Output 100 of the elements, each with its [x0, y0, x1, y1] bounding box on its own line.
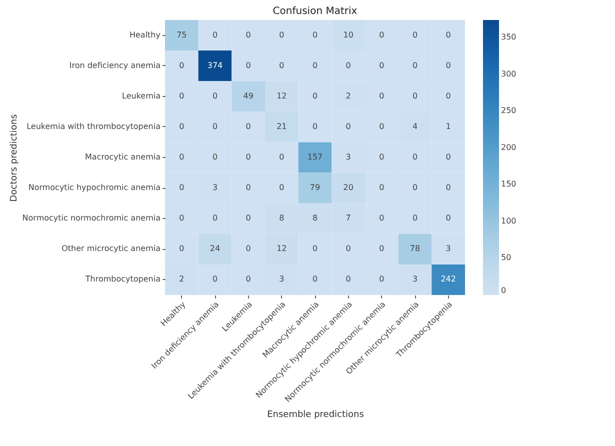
- data-label: 78: [410, 244, 420, 254]
- data-label: 0: [312, 60, 318, 70]
- y-tick-label: Healthy: [129, 30, 161, 40]
- y-tick-label: Normocytic hypochromic anemia: [28, 183, 161, 192]
- y-tick-label: Thrombocytopenia: [84, 274, 161, 284]
- data-label: 0: [446, 91, 451, 100]
- y-tick-label: Iron deficiency anemia: [69, 60, 161, 70]
- data-label: 0: [412, 30, 418, 40]
- data-label: 0: [412, 152, 418, 162]
- data-label: 242: [440, 274, 456, 284]
- data-label: 0: [212, 274, 218, 284]
- data-label: 7: [346, 214, 351, 223]
- data-label: 3: [279, 274, 284, 284]
- data-label: 1: [446, 122, 451, 131]
- data-label: 0: [346, 60, 351, 70]
- color-bar-label: 100: [501, 216, 516, 226]
- data-label: 0: [246, 60, 251, 70]
- data-label: 0: [346, 244, 351, 254]
- color-bar-label: 350: [501, 32, 516, 42]
- data-label: 0: [379, 122, 384, 131]
- data-label: 0: [246, 214, 251, 223]
- data-label: 0: [179, 152, 184, 162]
- data-label: 0: [312, 274, 318, 284]
- data-label: 0: [279, 183, 284, 192]
- data-label: 0: [312, 122, 318, 131]
- data-label: 20: [343, 183, 354, 192]
- data-label: 3: [412, 274, 418, 284]
- data-label: 3: [212, 183, 218, 192]
- data-label: 0: [212, 122, 218, 131]
- data-label: 374: [207, 60, 223, 70]
- data-label: 0: [179, 244, 184, 254]
- data-label: 12: [276, 244, 287, 254]
- data-label: 0: [412, 183, 418, 192]
- data-label: 0: [379, 244, 384, 254]
- data-label: 0: [212, 214, 218, 223]
- x-axis-title: Ensemble predictions: [267, 410, 364, 420]
- data-label: 0: [379, 274, 384, 284]
- data-label: 10: [343, 30, 354, 40]
- data-label: 0: [179, 214, 184, 223]
- data-label: 0: [246, 274, 251, 284]
- data-label: 0: [279, 152, 284, 162]
- data-label: 0: [179, 122, 184, 131]
- data-label: 0: [246, 30, 251, 40]
- data-label: 0: [246, 244, 251, 254]
- color-bar-label: 50: [501, 253, 512, 262]
- y-tick-label: Normocytic normochromic anemia: [22, 214, 161, 223]
- data-label: 0: [379, 214, 384, 223]
- color-bar-label: 150: [501, 180, 516, 189]
- y-tick-label: Macrocytic anemia: [85, 152, 161, 162]
- data-label: 0: [179, 91, 184, 100]
- data-label: 0: [279, 30, 284, 40]
- data-label: 0: [446, 60, 451, 70]
- data-label: 75: [176, 30, 187, 40]
- data-label: 24: [210, 244, 220, 254]
- data-label: 0: [312, 91, 318, 100]
- data-label: 0: [379, 91, 384, 100]
- data-label: 0: [279, 60, 284, 70]
- data-label: 0: [446, 183, 451, 192]
- data-label: 0: [412, 214, 418, 223]
- color-bar-label: 200: [501, 142, 516, 152]
- y-axis-title: Doctors predictions: [9, 114, 20, 202]
- color-bar-label: 300: [501, 69, 516, 78]
- data-label: 0: [379, 152, 384, 162]
- data-label: 0: [346, 122, 351, 131]
- data-label: 0: [379, 30, 384, 40]
- data-label: 0: [446, 30, 451, 40]
- y-tick-label: Other microcytic anemia: [62, 244, 161, 254]
- data-label: 12: [276, 91, 287, 100]
- data-label: 0: [412, 91, 418, 100]
- data-label: 4: [412, 122, 418, 131]
- data-label: 8: [279, 214, 284, 223]
- data-label: 3: [446, 244, 451, 254]
- data-label: 0: [312, 30, 318, 40]
- data-label: 3: [346, 152, 351, 162]
- data-label: 0: [346, 274, 351, 284]
- data-label: 0: [212, 152, 218, 162]
- data-label: 8: [312, 214, 318, 223]
- data-label: 0: [179, 183, 184, 192]
- y-tick-label: Leukemia: [122, 91, 161, 100]
- data-label: 0: [446, 152, 451, 162]
- data-label: 0: [246, 122, 251, 131]
- color-bar-label: 250: [501, 106, 516, 116]
- data-label: 0: [246, 152, 251, 162]
- data-label: 0: [246, 183, 251, 192]
- color-bar-label: 0: [501, 286, 506, 295]
- data-label: 0: [446, 214, 451, 223]
- data-label: 0: [379, 60, 384, 70]
- data-label: 79: [310, 183, 320, 192]
- data-label: 0: [179, 60, 184, 70]
- y-tick-label: Leukemia with thrombocytopenia: [26, 122, 161, 131]
- data-label: 21: [276, 122, 287, 131]
- data-label: 0: [412, 60, 418, 70]
- data-label: 2: [346, 91, 351, 100]
- data-label: 0: [379, 183, 384, 192]
- data-label: 2: [179, 274, 184, 284]
- data-label: 0: [212, 30, 218, 40]
- data-label: 0: [312, 244, 318, 254]
- data-label: 49: [243, 91, 254, 100]
- data-label: 0: [212, 91, 218, 100]
- chart-title: Confusion Matrix: [272, 6, 358, 17]
